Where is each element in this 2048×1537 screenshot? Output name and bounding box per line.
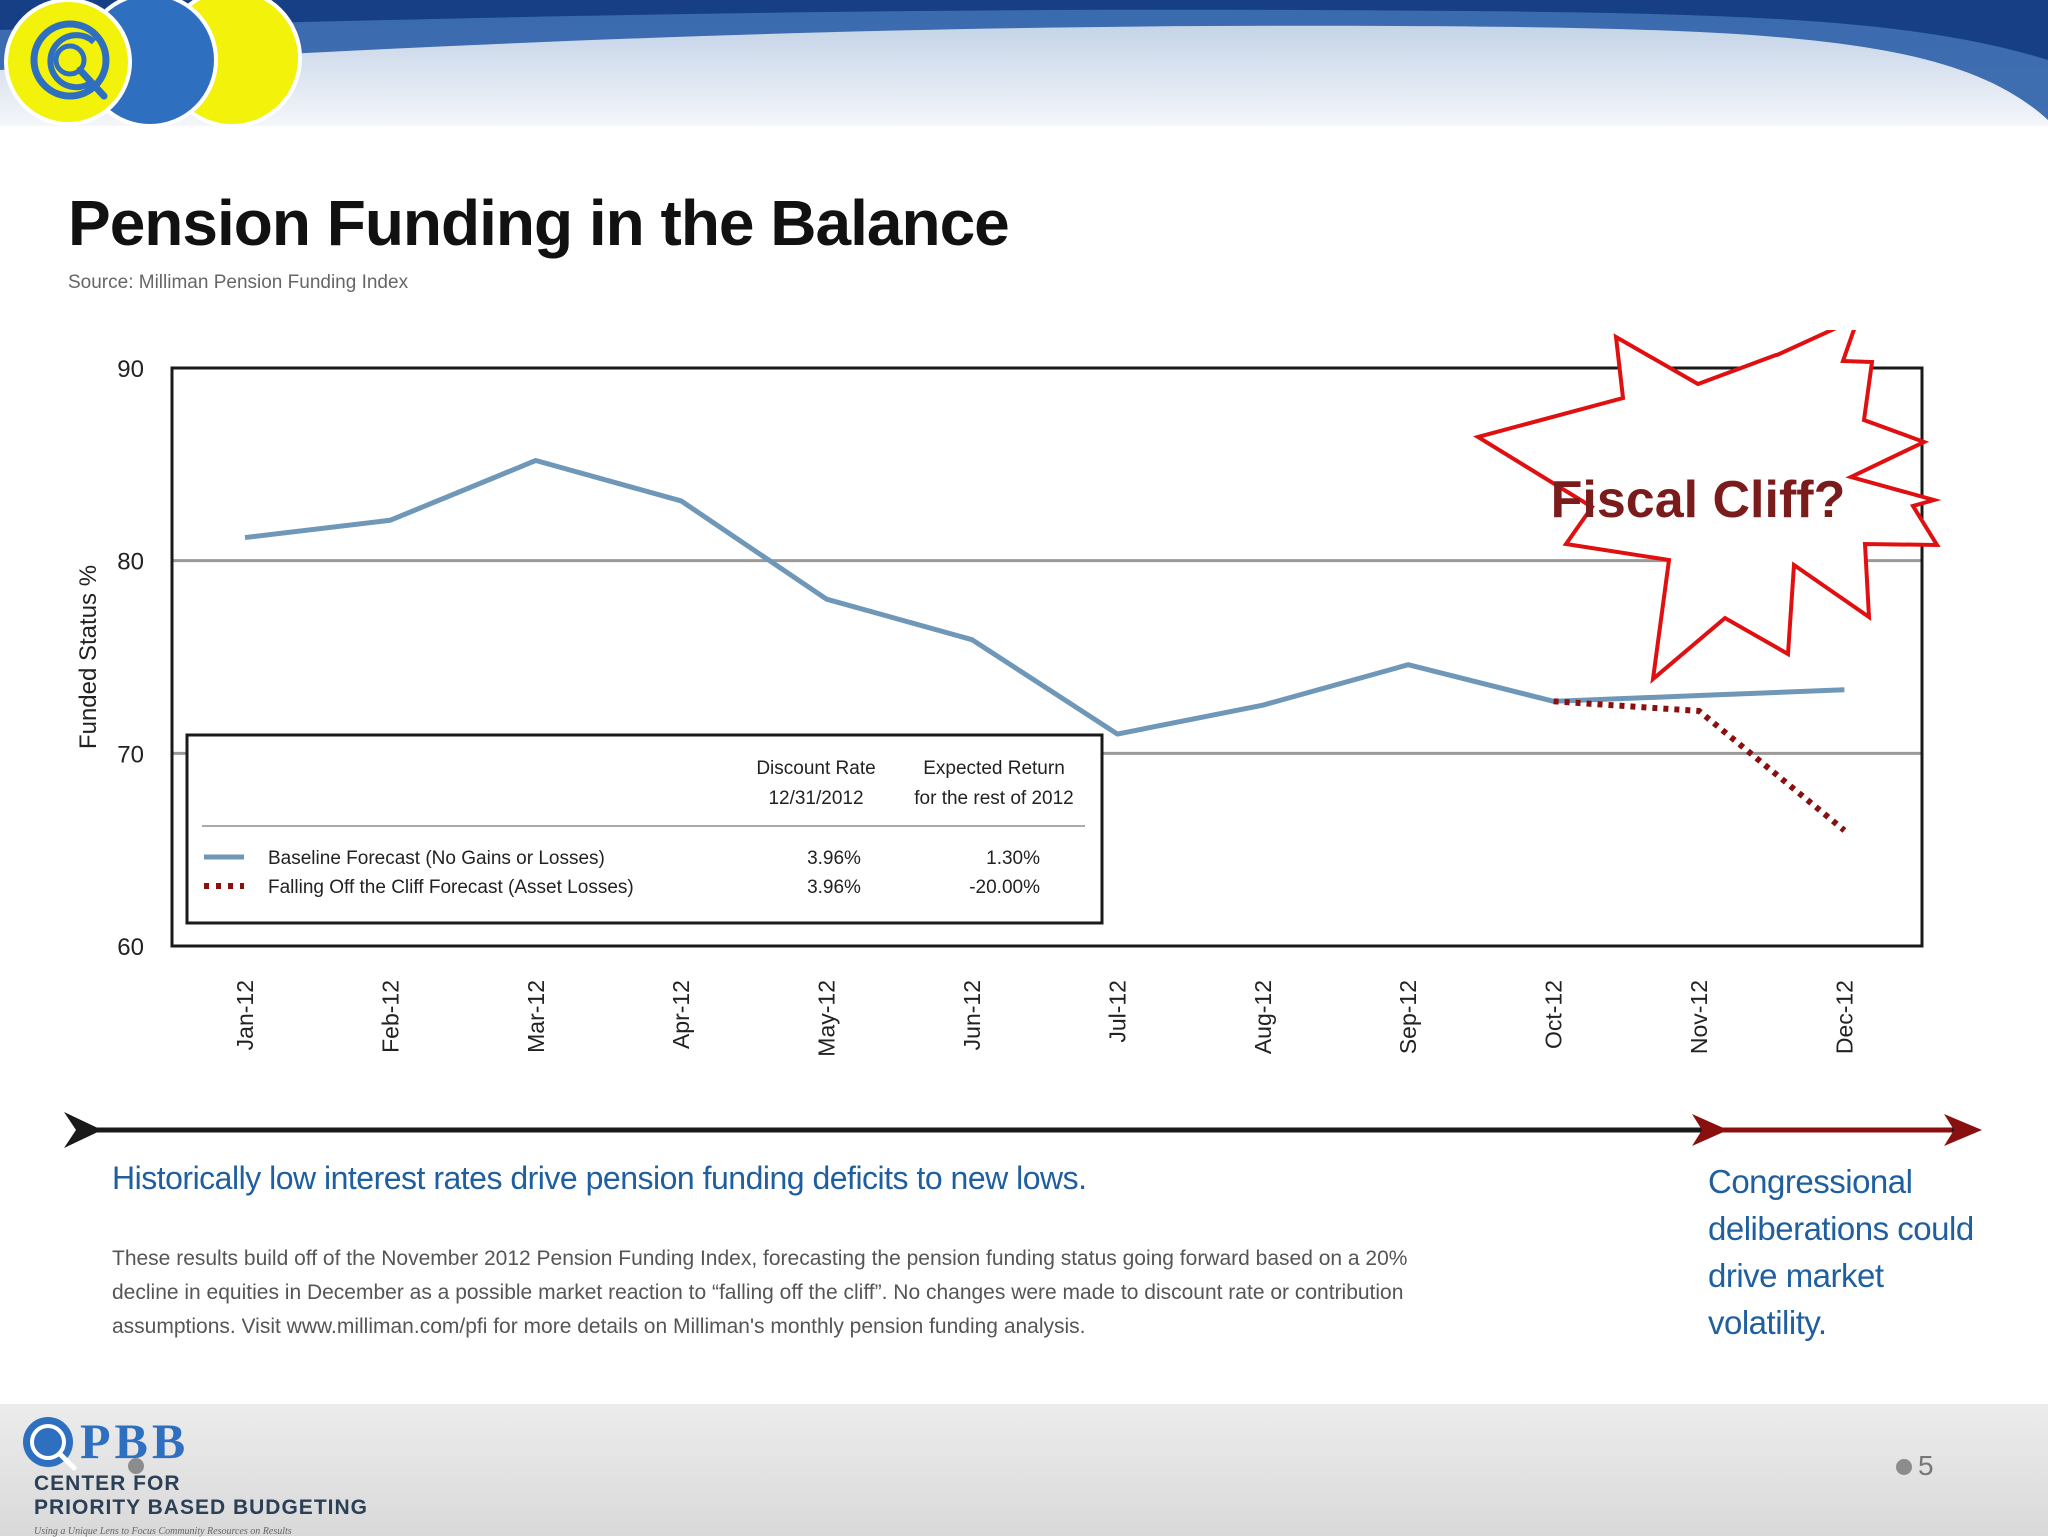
org-tagline: Using a Unique Lens to Focus Community R… bbox=[34, 1526, 292, 1537]
timeline-start-arrowhead-icon bbox=[64, 1112, 102, 1148]
header-banner bbox=[0, 0, 2048, 126]
x-tick-label-Dec-12: Dec-12 bbox=[1831, 980, 1857, 1054]
y-tick-label-80: 80 bbox=[117, 549, 144, 576]
series-line-cliff bbox=[1554, 701, 1845, 830]
legend-label-cliff: Falling Off the Cliff Forecast (Asset Lo… bbox=[268, 877, 634, 898]
footer-dot-left bbox=[128, 1458, 144, 1474]
legend-discount-cliff: 3.96% bbox=[807, 877, 861, 898]
chart-legend: Discount Rate 12/31/2012 Expected Return… bbox=[187, 735, 1102, 923]
x-tick-label-Jan-12: Jan-12 bbox=[232, 980, 258, 1050]
legend-col2-header-line2: for the rest of 2012 bbox=[914, 788, 1074, 809]
headline-text: Historically low interest rates drive pe… bbox=[112, 1160, 1087, 1197]
x-tick-label-Jul-12: Jul-12 bbox=[1104, 980, 1130, 1043]
org-line-2: PRIORITY BASED BUDGETING bbox=[34, 1496, 368, 1520]
pbb-magnifier-icon bbox=[20, 1414, 80, 1474]
legend-label-baseline: Baseline Forecast (No Gains or Losses) bbox=[268, 848, 605, 869]
legend-discount-baseline: 3.96% bbox=[807, 848, 861, 869]
x-tick-label-Jun-12: Jun-12 bbox=[959, 980, 985, 1050]
x-tick-label-Mar-12: Mar-12 bbox=[523, 980, 549, 1053]
fiscal-cliff-annotation: Fiscal Cliff? bbox=[1551, 471, 1846, 529]
y-tick-layer: 60 70 80 90 bbox=[117, 356, 144, 961]
x-tick-label-May-12: May-12 bbox=[814, 980, 840, 1057]
chart-source: Source: Milliman Pension Funding Index bbox=[68, 272, 408, 294]
legend-return-cliff: -20.00% bbox=[969, 877, 1040, 898]
x-tick-label-Oct-12: Oct-12 bbox=[1541, 980, 1567, 1049]
x-tick-label-Aug-12: Aug-12 bbox=[1250, 980, 1276, 1054]
x-tick-label-Feb-12: Feb-12 bbox=[377, 980, 403, 1053]
x-tick-label-Sep-12: Sep-12 bbox=[1395, 980, 1421, 1054]
body-paragraph: These results build off of the November … bbox=[112, 1242, 1442, 1344]
slide-number: 5 bbox=[1918, 1450, 1934, 1482]
legend-return-baseline: 1.30% bbox=[986, 848, 1040, 869]
y-tick-label-90: 90 bbox=[117, 356, 144, 383]
legend-col2-header-line1: Expected Return bbox=[923, 758, 1065, 779]
x-tick-layer: Jan-12 Feb-12 Mar-12 Apr-12 May-12 Jun-12 Jul-… bbox=[232, 980, 1857, 1057]
slide-number-dot bbox=[1896, 1459, 1912, 1475]
header-yellow-circle-left bbox=[6, 0, 130, 124]
slide-title: Pension Funding in the Balance bbox=[68, 186, 1009, 260]
funded-status-chart: 60 70 80 90 Funded Status % Jan-12 Feb-12 Mar… bbox=[0, 330, 2048, 1150]
x-tick-label-Nov-12: Nov-12 bbox=[1686, 980, 1712, 1054]
callout-text: Congressional deliberations could drive … bbox=[1708, 1158, 2008, 1346]
x-tick-label-Apr-12: Apr-12 bbox=[668, 980, 694, 1049]
y-tick-label-70: 70 bbox=[117, 741, 144, 768]
y-tick-label-60: 60 bbox=[117, 934, 144, 961]
org-line-1: CENTER FOR bbox=[34, 1472, 181, 1496]
timeline-arrow bbox=[64, 1112, 1982, 1148]
legend-col1-header-line1: Discount Rate bbox=[756, 758, 875, 779]
legend-col1-header-line2: 12/31/2012 bbox=[768, 788, 863, 809]
y-axis-label: Funded Status % bbox=[75, 565, 102, 749]
